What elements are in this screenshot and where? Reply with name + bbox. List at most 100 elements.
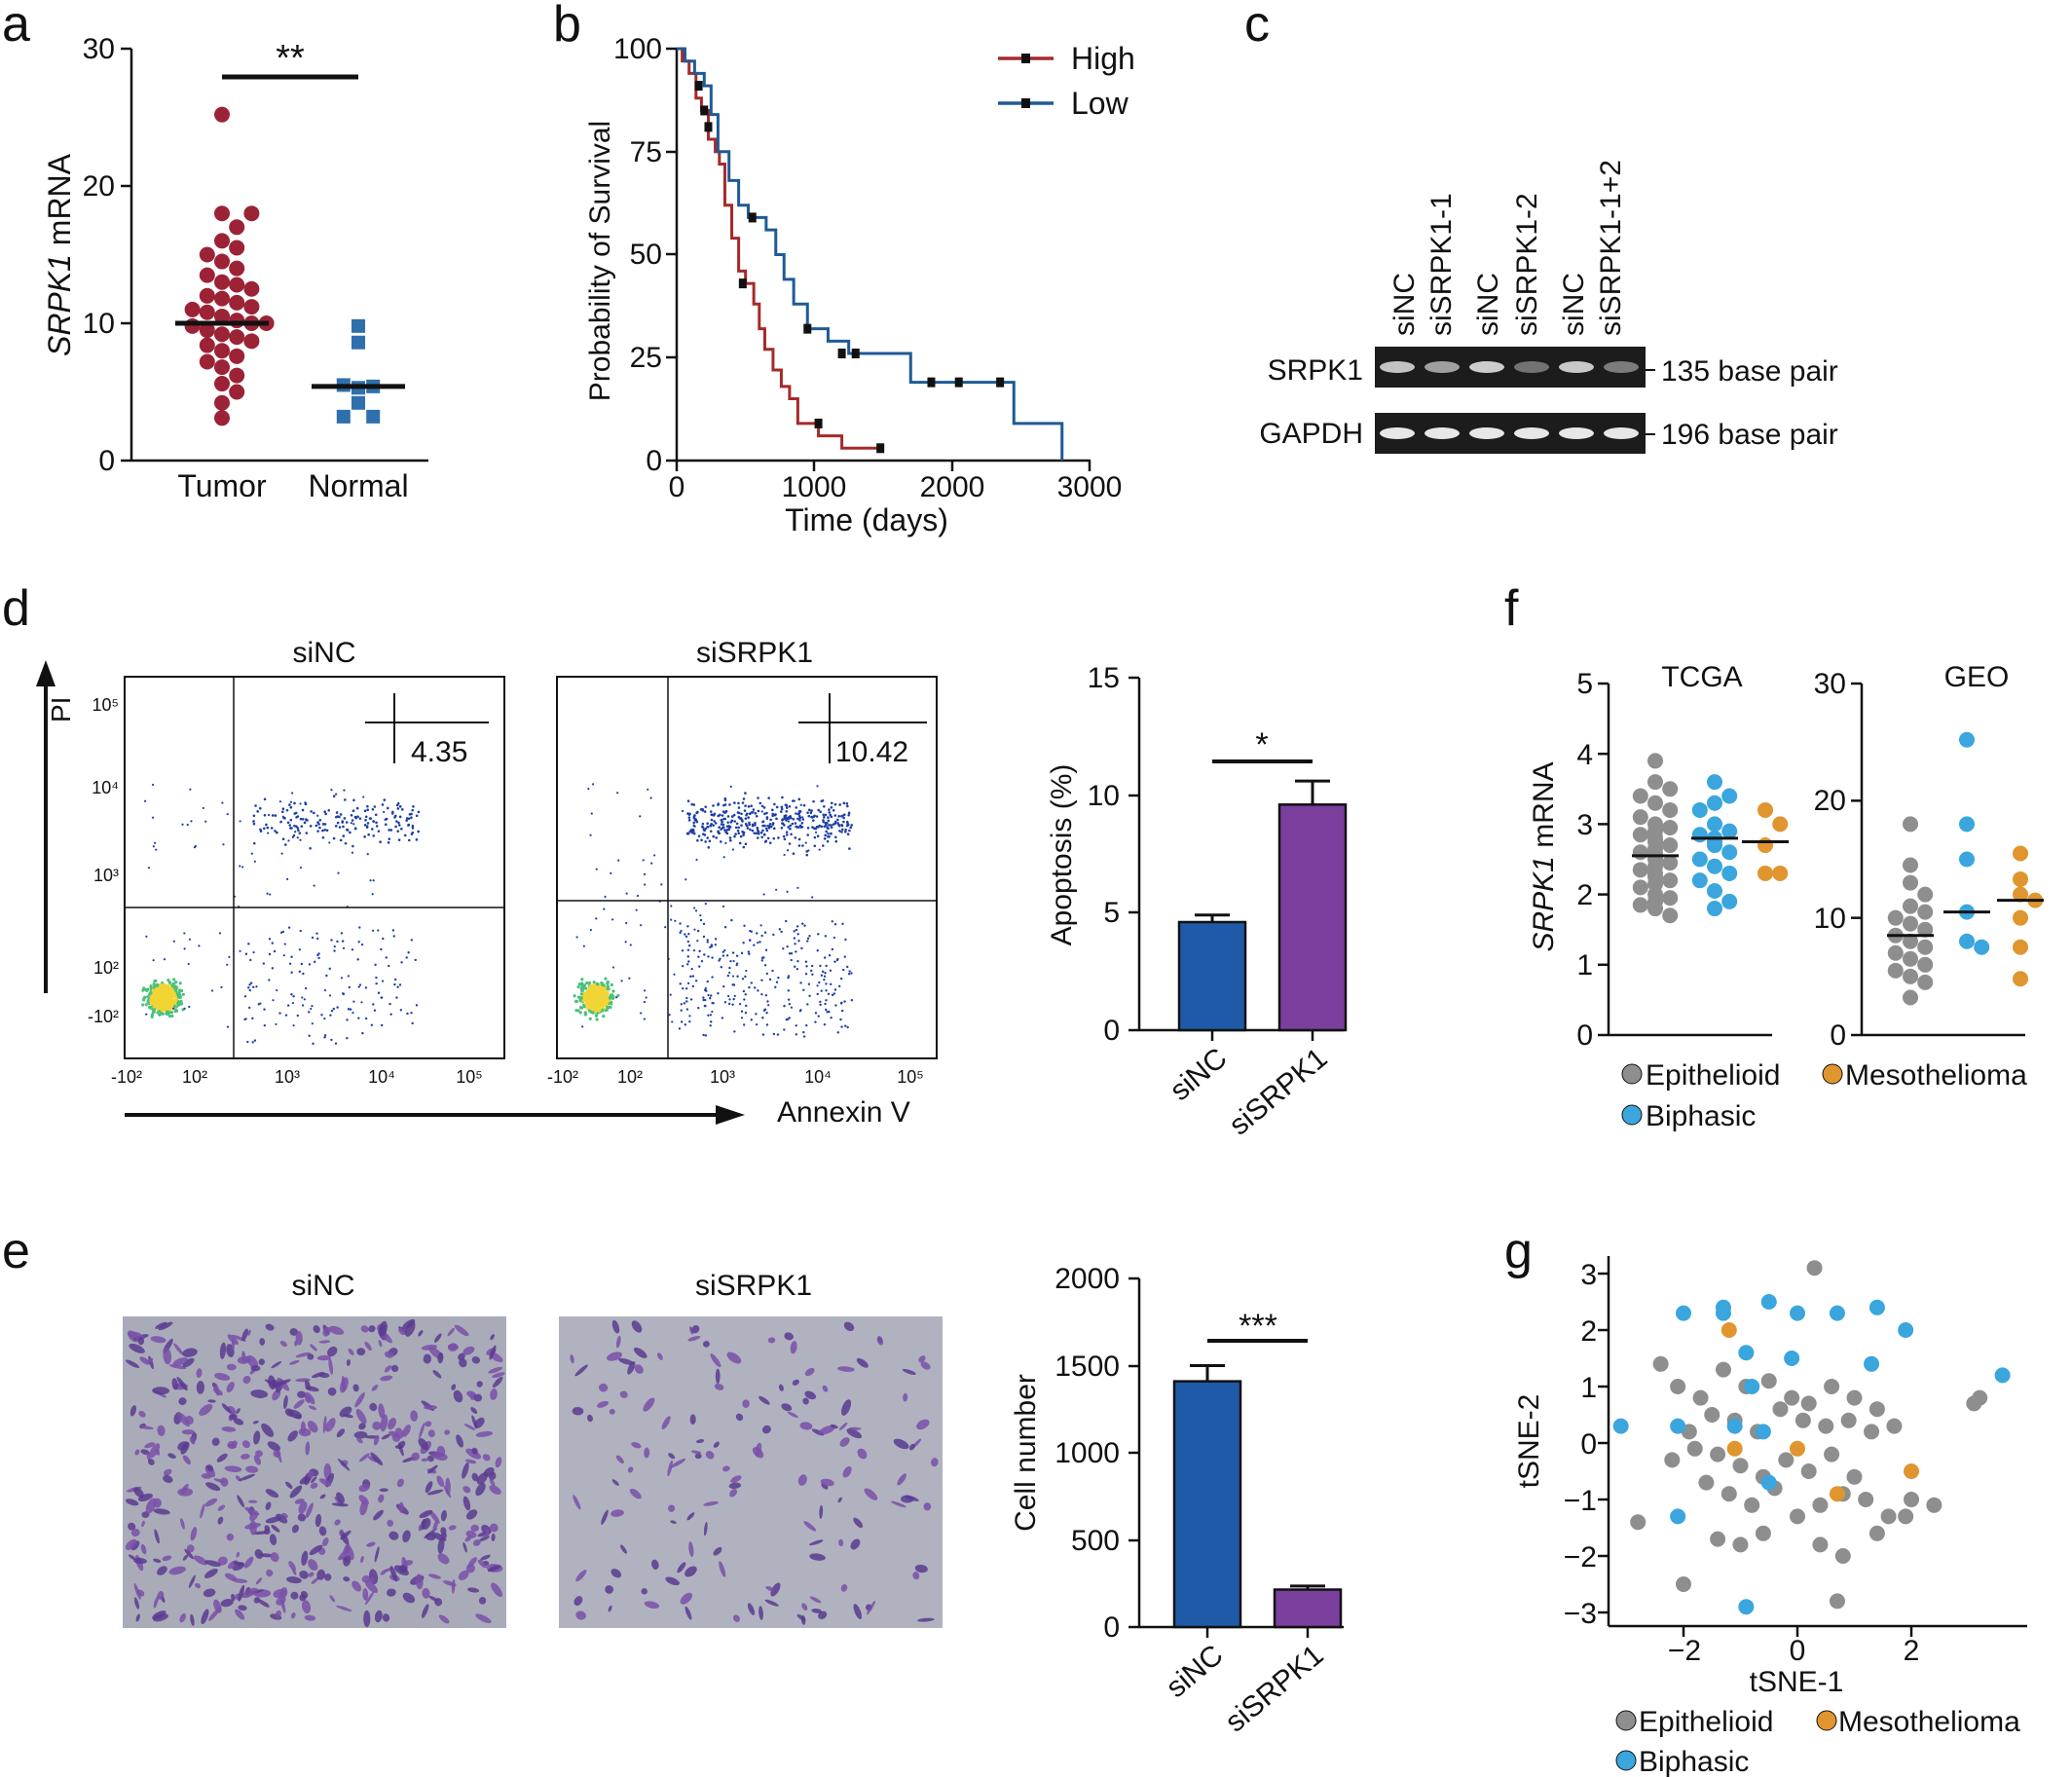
d-flow-dot [830,1016,832,1019]
d-flow-dot [625,892,628,895]
e-cell [310,1482,318,1489]
d-flow-dot [696,838,699,842]
d-flow-dot [298,832,302,834]
d-flow-dot [682,986,684,990]
d-flow-dot [178,989,182,993]
a-point-tumor [214,106,230,123]
f-point-biphasic [1959,816,1975,833]
d-flow-dot [744,993,747,996]
e-cell [465,1530,477,1538]
c-band-gapdh [1604,427,1639,439]
f-point-epithelioid [1662,820,1679,836]
d-flow-dot [410,812,413,816]
d-flow-dot [595,868,598,870]
g-point-epithelioid [1824,1446,1840,1462]
d-flow-dot [753,944,756,946]
e-image2 [559,1316,943,1628]
e-cell [286,1576,302,1584]
d-flow-dot [734,833,737,835]
d-flow-dot [680,1020,684,1023]
d-flow-dot [756,932,758,935]
d-flow-dot [172,940,175,943]
d-flow-dot [265,823,268,827]
d-flow-dot [755,814,758,818]
e-cell [923,1502,932,1511]
d-flow-dot [693,814,696,817]
d-flow-dot [686,925,689,928]
d-flow-dot [396,830,400,833]
e-cell [356,1437,363,1444]
d-bar-y-label: Apoptosis (%) [1046,764,1078,946]
e-cell [573,1495,581,1510]
d-flow-dot [748,985,751,989]
a-xtick-tumor: Tumor [177,468,267,503]
e-cell [691,1324,700,1334]
b-legend-high-marker [1021,54,1030,63]
e-cell [301,1550,309,1566]
d-flow-dot [723,796,727,800]
d-flow-dot [824,833,827,837]
e-cell [236,1551,240,1558]
g-points [1612,1260,2011,1615]
d-sig-label: * [1255,726,1268,763]
d-flow-dot [735,822,739,826]
d-flow-dot [681,949,684,952]
d-flow-dot [817,933,820,936]
e-cell [651,1559,659,1570]
e-cell [178,1397,187,1406]
d-flow-dot [708,996,712,1000]
e-cell [141,1520,145,1528]
d-flow-dot [822,844,825,847]
d-flow-dot [785,809,789,813]
a-point-normal [366,409,381,424]
d-flow-dot [687,813,691,816]
d-flow-dot [377,991,381,994]
d-flow-dot [321,823,325,826]
d-flow-dot [812,799,815,803]
d-flow-dot [814,831,818,833]
d-flow-dot [786,890,789,893]
d-flow-dot [598,1008,602,1012]
e-cell [475,1430,494,1437]
d-flow-dot [780,805,784,809]
e-cell [730,1475,742,1483]
a-point-tumor [229,294,245,311]
d-flow-dot [810,964,814,968]
d-flow-dot [848,829,851,833]
d-flow-dot [728,971,731,975]
e-cell [365,1580,379,1594]
e-cell [668,1504,676,1512]
d-flow-dot [308,1034,311,1037]
e-cell [465,1509,478,1520]
c-band-gapdh [1514,427,1549,439]
d-flow-dot [723,817,726,821]
e-cell [298,1427,312,1437]
d-flow-dot [822,813,826,817]
d-flow-dot [349,1008,352,1011]
d-flow-dot [794,836,797,839]
d-flow-dot [330,1038,333,1042]
e-cell [147,1459,155,1465]
d-flow-dot [700,825,704,829]
d-flow-dot [410,1012,413,1015]
d-bar-ticks [1128,676,1314,1041]
panel-a: a 0 10 20 30 SRPK1 mRNA Tumor Normal ** [2,0,428,503]
d-flow-dot [258,806,262,810]
e-cell [853,1604,863,1619]
g-point-epithelioid [1710,1446,1726,1462]
d-flow-dot [687,944,691,947]
d-flow-dot [846,804,849,808]
d-flow-dot [300,962,304,966]
e-cell [381,1433,390,1440]
e-cell [631,1320,643,1333]
d-flow-dot [797,809,801,813]
d-flow-dot [250,852,253,855]
e-cell [490,1334,496,1341]
e-cell [226,1382,235,1393]
b-ytick-75: 75 [630,136,662,168]
d-flow-dot [334,825,338,828]
g-point-epithelioid [1760,1373,1777,1389]
d-flow-dot [732,997,735,1001]
e-cell [490,1388,498,1401]
